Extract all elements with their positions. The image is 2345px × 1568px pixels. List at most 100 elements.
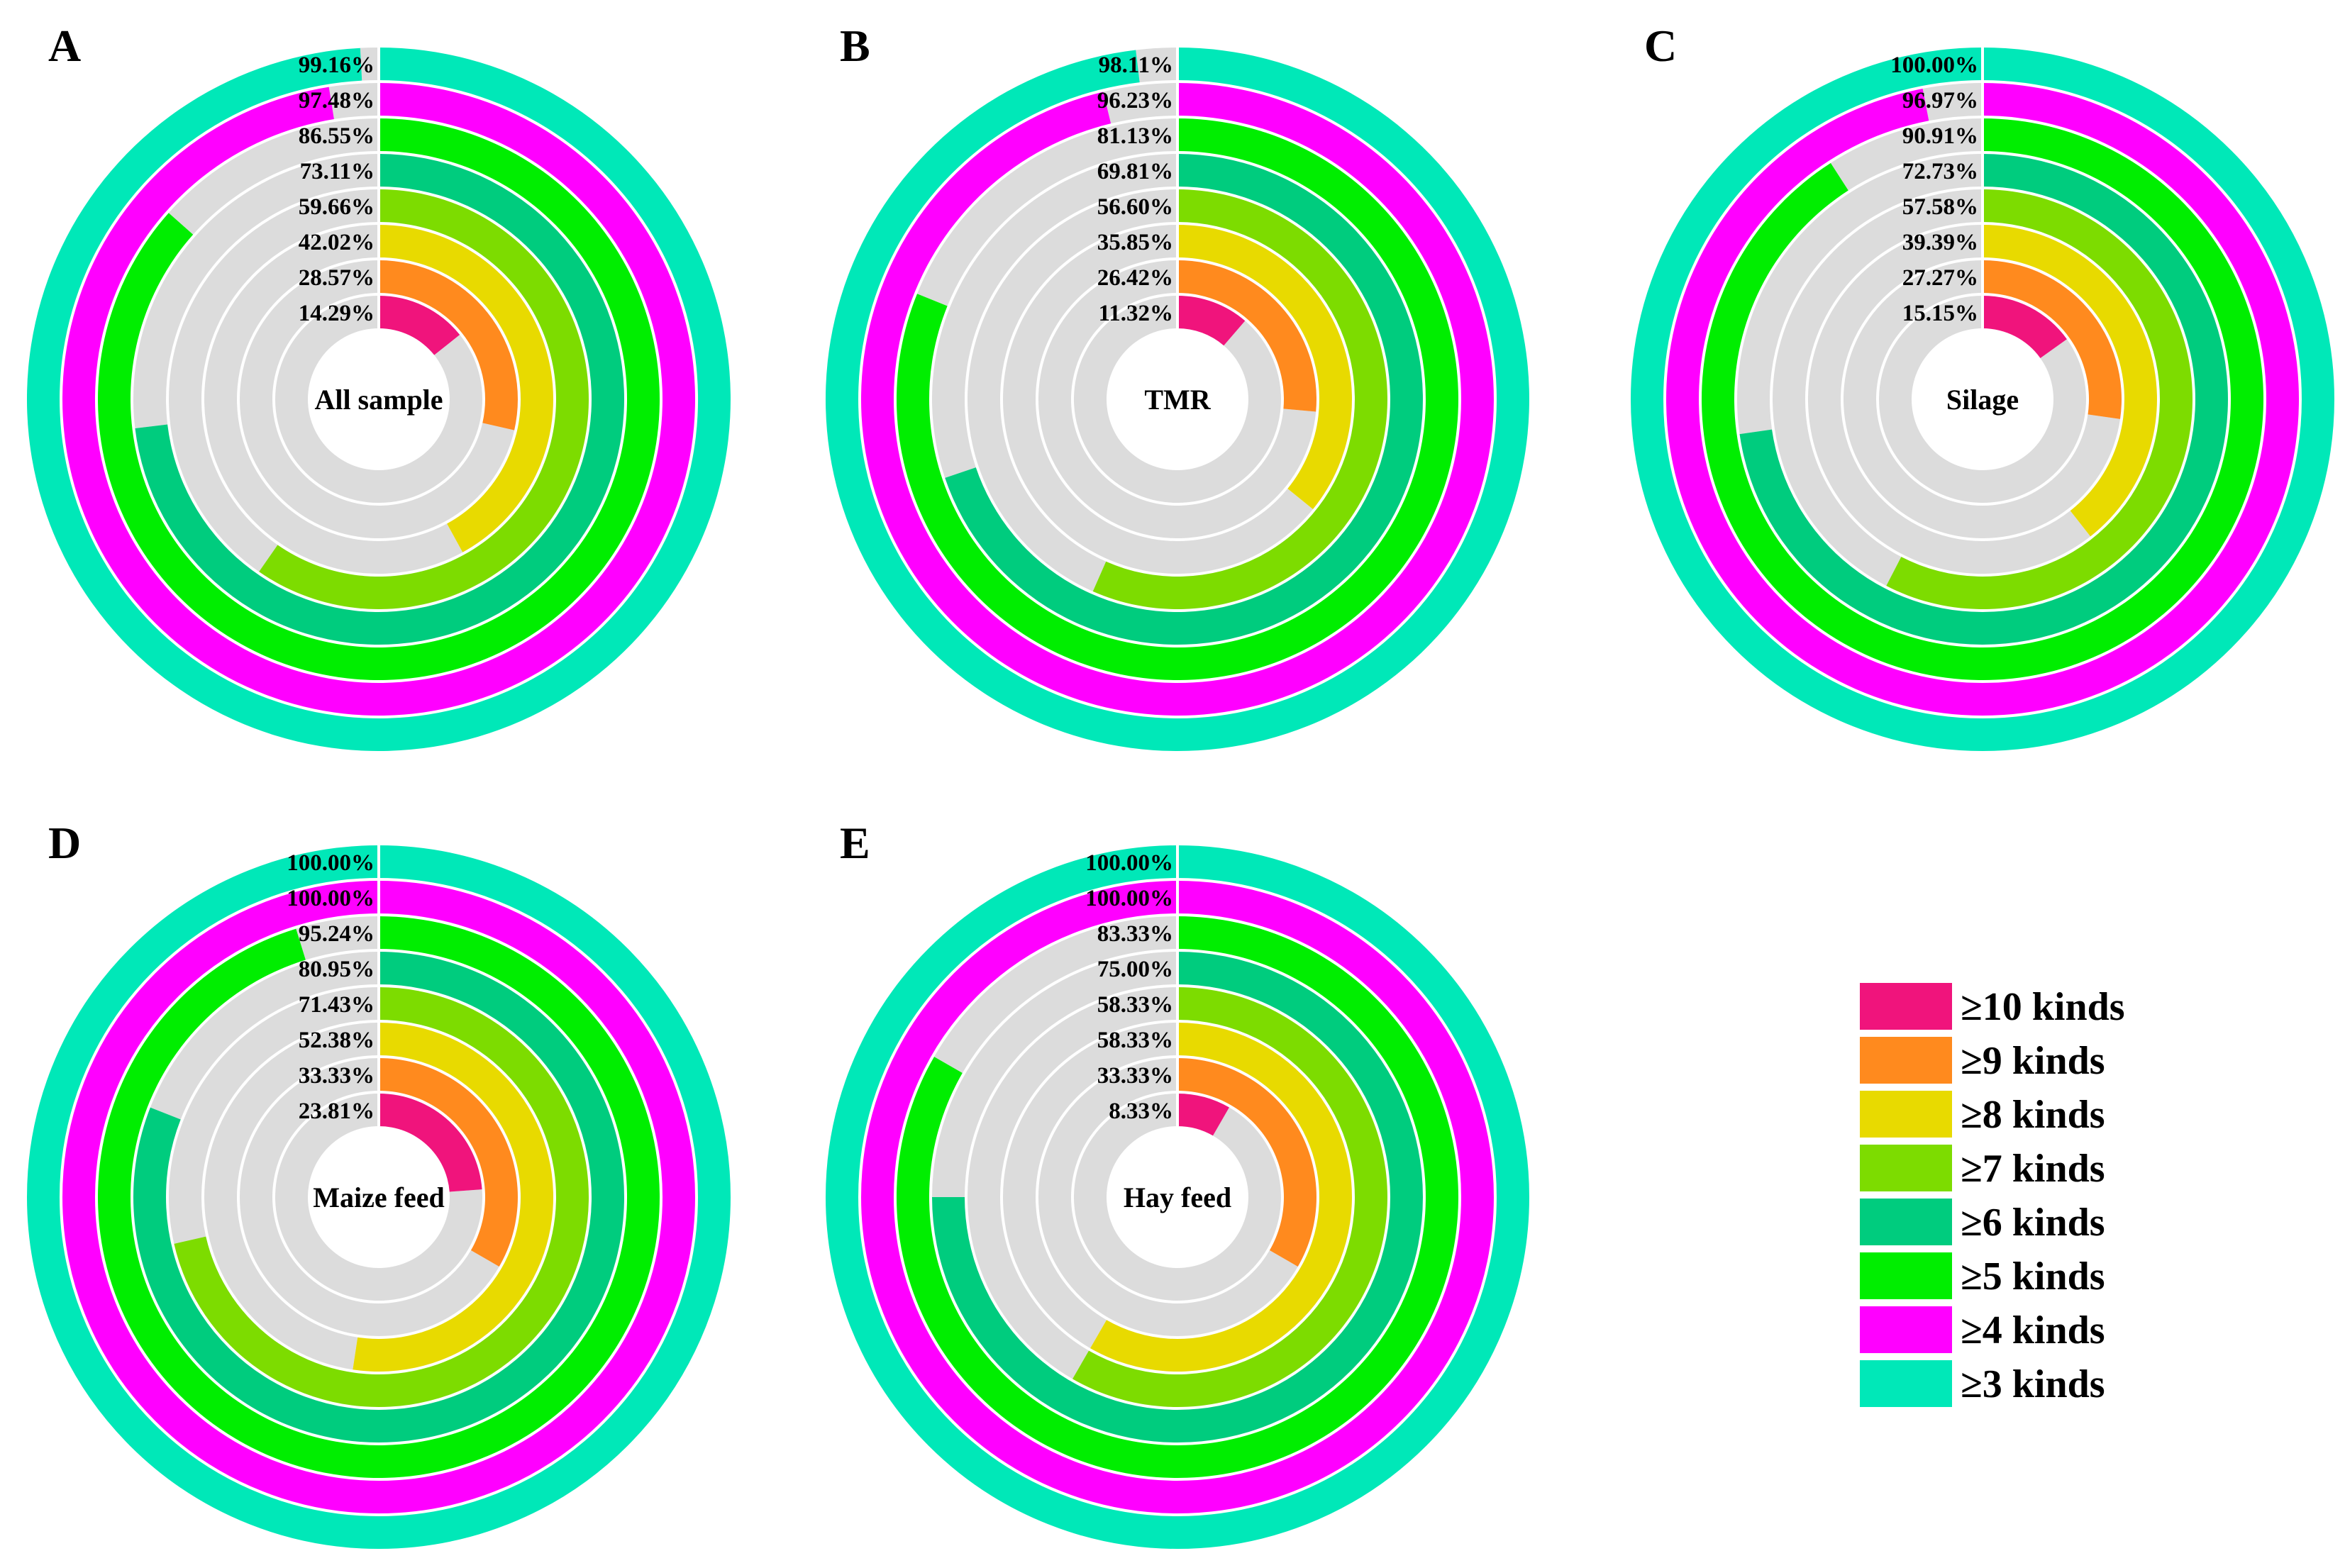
ring-track [1736, 154, 1983, 435]
ring-track [1002, 1023, 1177, 1349]
panel-letter: B [840, 21, 870, 71]
percent-label: 58.33% [1097, 992, 1173, 1018]
legend-label: ≥6 kinds [1961, 1201, 2105, 1245]
legend-label: ≥3 kinds [1961, 1362, 2105, 1406]
legend-label: ≥8 kinds [1961, 1093, 2105, 1137]
center-label: All sample [314, 384, 443, 416]
legend-swatch [1860, 1252, 1952, 1299]
percent-label: 33.33% [1097, 1063, 1173, 1089]
percent-label: 96.97% [1902, 88, 1978, 113]
legend-swatch [1860, 983, 1952, 1030]
ring-track [328, 83, 379, 119]
panel-b: B 11.32% 26.42% 35.85% 56.60% 69.81% 81.13% 96.… [825, 21, 1529, 751]
ring-track [1073, 1094, 1281, 1301]
legend-swatch [1860, 1091, 1952, 1138]
percent-label: 39.39% [1902, 230, 1978, 255]
percent-label: 100.00% [1890, 52, 1978, 78]
ring-bar [1983, 296, 2067, 358]
percent-label: 11.32% [1099, 301, 1173, 326]
ring-track [1074, 296, 1282, 504]
legend-swatch [1860, 1199, 1952, 1245]
percent-label: 98.11% [1099, 52, 1173, 78]
panel-d: D 23.81% 33.33% 52.38% 71.43% 80.95% 95.24% 100… [27, 818, 731, 1549]
ring-track [133, 154, 379, 428]
ring-track [968, 189, 1177, 591]
panel-letter: C [1644, 21, 1677, 71]
percent-label: 81.13% [1097, 123, 1173, 149]
ring-bar [1090, 1023, 1352, 1372]
ring-track [932, 952, 1177, 1197]
percent-label: 15.15% [1902, 301, 1978, 326]
legend-label: ≥4 kinds [1961, 1308, 2105, 1352]
percent-label: 23.81% [299, 1099, 375, 1124]
percent-label: 90.91% [1902, 123, 1978, 149]
center-label: TMR [1144, 384, 1211, 416]
percent-label: 97.48% [299, 88, 375, 113]
legend-swatch [1860, 1306, 1952, 1353]
ring-bar [1072, 987, 1388, 1407]
ring-bar [1983, 225, 2157, 537]
ring-track [1103, 83, 1177, 124]
ring-track [1136, 48, 1177, 83]
ring-track [296, 916, 379, 960]
ring-bar [379, 296, 460, 355]
panel-e: E 8.33% 33.33% 58.33% 58.33% 75.00% 83.33% 100.… [826, 818, 1529, 1549]
percent-label: 57.58% [1902, 194, 1978, 220]
percent-label: 59.66% [299, 194, 375, 220]
panel-a: A 14.29% 28.57% 42.02% 59.66% 73.11% 86.55% 97.… [26, 21, 731, 751]
panel-letter: D [48, 818, 81, 868]
ring-track [1878, 296, 2086, 503]
ring-bar [1177, 260, 1316, 412]
panel-letter: A [48, 21, 81, 71]
ring-track [1772, 189, 1983, 586]
percent-label: 86.55% [299, 123, 375, 149]
percent-label: 75.00% [1097, 957, 1173, 982]
percent-label: 96.23% [1097, 88, 1173, 113]
legend-label: ≥10 kinds [1961, 985, 2125, 1029]
ring-track [1830, 118, 1983, 191]
percent-label: 33.33% [299, 1063, 375, 1089]
panel-letter: E [840, 818, 870, 868]
ring-bar [1886, 189, 2192, 609]
legend-swatch [1860, 1145, 1952, 1191]
percent-label: 28.57% [299, 265, 375, 291]
percent-label: 100.00% [287, 886, 375, 911]
ring-track [934, 916, 1177, 1074]
ring-bar [1177, 1058, 1316, 1267]
ring-track [168, 118, 379, 235]
ring-bar [1177, 296, 1246, 346]
legend-swatch [1860, 1360, 1952, 1407]
ring-bar [353, 1023, 554, 1372]
panel-c: C 15.15% 27.27% 39.39% 57.58% 72.73% 90.91% 96.… [1631, 21, 2334, 751]
center-label: Hay feed [1124, 1181, 1231, 1213]
legend-label: ≥9 kinds [1961, 1039, 2105, 1083]
ring-track [917, 118, 1177, 306]
legend-label: ≥5 kinds [1961, 1255, 2105, 1299]
percent-label: 14.29% [299, 301, 375, 326]
percent-label: 100.00% [287, 850, 375, 876]
percent-label: 83.33% [1097, 921, 1173, 947]
ring-track [1003, 225, 1314, 574]
percent-label: 100.00% [1085, 886, 1173, 911]
percent-label: 8.33% [1109, 1099, 1173, 1124]
ring-bar [379, 260, 519, 430]
ring-track [204, 1023, 379, 1370]
percent-label: 69.81% [1097, 159, 1173, 184]
percent-label: 27.27% [1902, 265, 1978, 291]
percent-label: 58.33% [1097, 1028, 1173, 1053]
percent-label: 95.24% [299, 921, 375, 947]
ring-track [931, 154, 1177, 478]
ring-track [360, 48, 379, 81]
percent-label: 71.43% [299, 992, 375, 1018]
ring-bar [379, 1094, 482, 1192]
center-label: Maize feed [313, 1181, 444, 1213]
legend-swatch [1860, 1037, 1952, 1084]
ring-bar [379, 225, 553, 552]
ring-track [968, 987, 1177, 1379]
percent-label: 73.11% [300, 159, 375, 184]
percent-label: 42.02% [299, 230, 375, 255]
center-label: Silage [1946, 384, 2019, 416]
ring-track [275, 296, 482, 503]
percent-label: 56.60% [1097, 194, 1173, 220]
